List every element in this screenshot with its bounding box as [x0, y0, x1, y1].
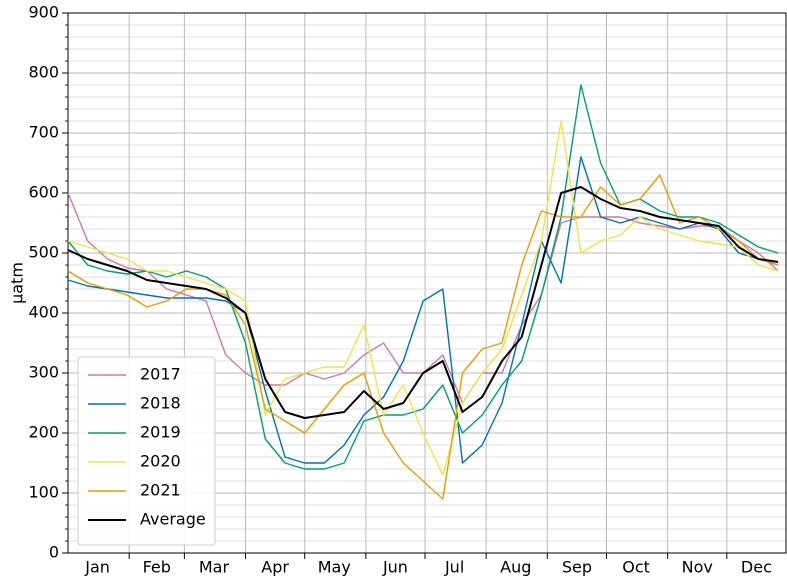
- plot-frame: [67, 12, 787, 554]
- y-axis-label: µatm: [8, 262, 27, 304]
- y-tick-label: 0: [49, 543, 59, 562]
- x-tick-label: May: [318, 558, 351, 577]
- legend-label: 2018: [140, 394, 181, 413]
- legend-label: 2019: [140, 423, 181, 442]
- y-tick-label: 700: [28, 123, 59, 142]
- legend-label: 2017: [140, 365, 181, 384]
- y-tick-label: 400: [28, 303, 59, 322]
- series-line: [67, 84, 779, 470]
- y-tick-label: 100: [28, 483, 59, 502]
- x-tick-label: Oct: [622, 558, 650, 577]
- x-tick-label: Aug: [500, 558, 531, 577]
- series-line: [67, 174, 779, 500]
- x-tick-label: Dec: [741, 558, 772, 577]
- x-tick-label: Sep: [562, 558, 592, 577]
- x-tick-label: Jul: [444, 558, 464, 577]
- x-tick-label: Jun: [382, 558, 408, 577]
- series-line: [67, 186, 779, 419]
- y-tick-label: 600: [28, 183, 59, 202]
- y-tick-label: 900: [28, 3, 59, 22]
- legend-label: Average: [140, 510, 206, 529]
- legend-label: 2020: [140, 452, 181, 471]
- y-tick-label: 300: [28, 363, 59, 382]
- y-tick-label: 200: [28, 423, 59, 442]
- series-line: [67, 120, 779, 476]
- x-tick-label: Jan: [84, 558, 110, 577]
- x-tick-label: Feb: [143, 558, 171, 577]
- x-tick-label: Apr: [261, 558, 289, 577]
- series-line: [67, 156, 779, 464]
- y-tick-label: 500: [28, 243, 59, 262]
- x-tick-label: Nov: [682, 558, 713, 577]
- x-tick-label: Mar: [199, 558, 230, 577]
- y-tick-label: 800: [28, 63, 59, 82]
- legend-label: 2021: [140, 481, 181, 500]
